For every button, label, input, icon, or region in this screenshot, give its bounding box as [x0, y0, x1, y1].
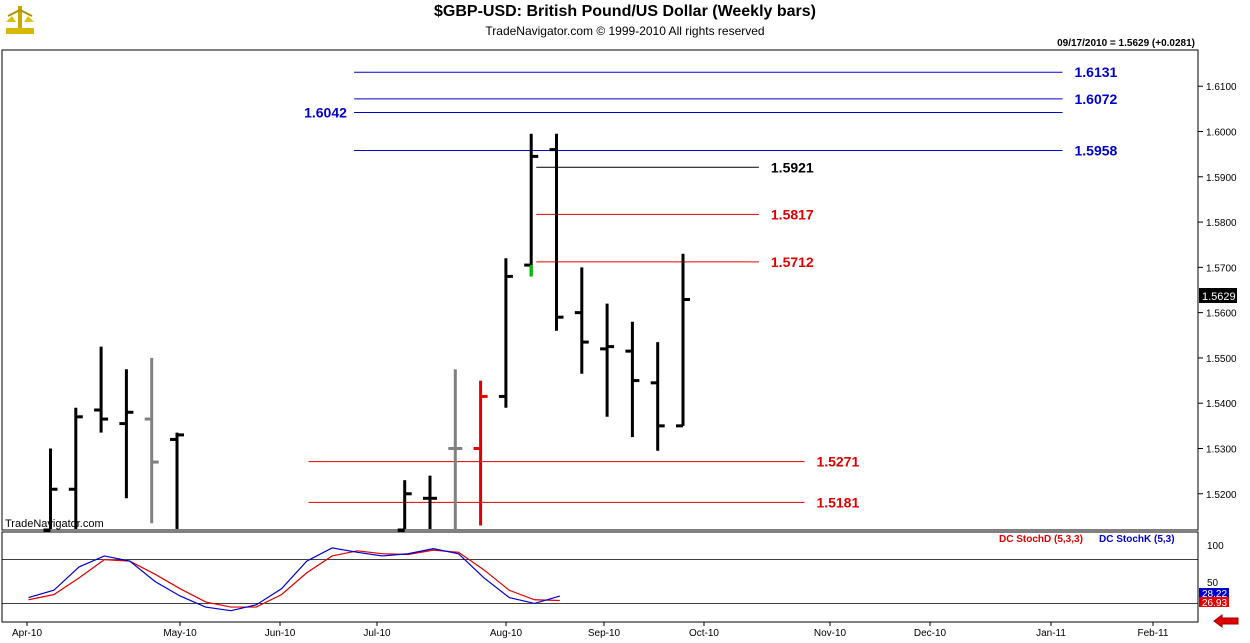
last-price-box	[1199, 288, 1237, 303]
price-axis-ticks: 1.6100 1.6000 1.5900 1.5800 1.5700 1.5600 1.55…	[1198, 82, 1237, 501]
price-tick-label: 1.6100	[1206, 82, 1237, 93]
x-tick-label: Nov-10	[814, 628, 847, 639]
price-tick-label: 1.5900	[1206, 173, 1237, 184]
price-panel	[1, 49, 1199, 531]
stoch-k-legend: DC StochK (5,3)	[1099, 534, 1175, 545]
stochastic-lines	[2, 547, 1198, 612]
level-label: 1.5921	[771, 159, 814, 175]
level-label: 1.5817	[771, 206, 814, 222]
chart-title: $GBP-USD: British Pound/US Dollar (Weekl…	[434, 3, 816, 20]
stoch-k-line	[28, 547, 560, 612]
scroll-left-arrow-icon[interactable]	[1212, 614, 1240, 628]
x-tick-label: Aug-10	[490, 628, 523, 639]
watermark: TradeNavigator.com	[5, 518, 104, 530]
price-tick-label: 1.5300	[1206, 444, 1237, 455]
x-tick-label: Jul-10	[363, 628, 391, 639]
stoch-d-value: 26.93	[1202, 598, 1227, 609]
x-tick-label: Jan-11	[1036, 628, 1066, 639]
price-tick-label: 1.5600	[1206, 309, 1237, 320]
x-tick-label: Apr-10	[12, 628, 42, 639]
level-label: 1.5181	[816, 494, 859, 510]
level-label: 1.6131	[1075, 64, 1118, 80]
price-tick-label: 1.5700	[1206, 263, 1237, 274]
tradenavigator-logo-icon	[6, 6, 34, 34]
stoch-d-box	[1199, 597, 1229, 607]
stoch-tick-100: 100	[1207, 541, 1224, 552]
chart-subtitle: TradeNavigator.com © 1999-2010 All right…	[485, 24, 765, 38]
level-label: 1.5271	[816, 454, 859, 470]
level-label: 1.5712	[771, 254, 814, 270]
level-label: 1.5958	[1075, 143, 1118, 159]
level-label: 1.6072	[1075, 91, 1118, 107]
price-tick-label: 1.6000	[1206, 128, 1237, 139]
level-label: 1.6042	[304, 104, 347, 120]
stoch-k-box	[1199, 588, 1229, 597]
price-bars	[43, 133, 690, 532]
stoch-k-value: 28.22	[1202, 589, 1227, 600]
price-tick-label: 1.5200	[1206, 490, 1237, 501]
stoch-d-legend: DC StochD (5,3,3)	[999, 534, 1083, 545]
price-tick-label: 1.5500	[1206, 354, 1237, 365]
stoch-tick-50: 50	[1207, 578, 1219, 589]
indicator-panel	[1, 531, 1199, 623]
stoch-d-line	[28, 549, 560, 608]
x-tick-label: Sep-10	[588, 628, 621, 639]
last-quote: 09/17/2010 = 1.5629 (+0.0281)	[1057, 38, 1195, 49]
x-tick-label: Oct-10	[689, 628, 719, 639]
x-tick-label: Feb-11	[1138, 628, 1169, 639]
level-lines: 1.6131 1.6072 1.6042 1.5958 1.5921 1.5817 1.57…	[304, 64, 1117, 510]
price-tick-label: 1.5400	[1206, 399, 1237, 410]
x-axis: Apr-10 May-10 Jun-10 Jul-10 Aug-10 Sep-10 Oct-…	[12, 622, 1169, 639]
x-tick-label: Dec-10	[914, 628, 947, 639]
price-tick-label: 1.5800	[1206, 218, 1237, 229]
last-price-label: 1.5629	[1202, 291, 1236, 303]
x-tick-label: May-10	[163, 628, 197, 639]
x-tick-label: Jun-10	[265, 628, 296, 639]
